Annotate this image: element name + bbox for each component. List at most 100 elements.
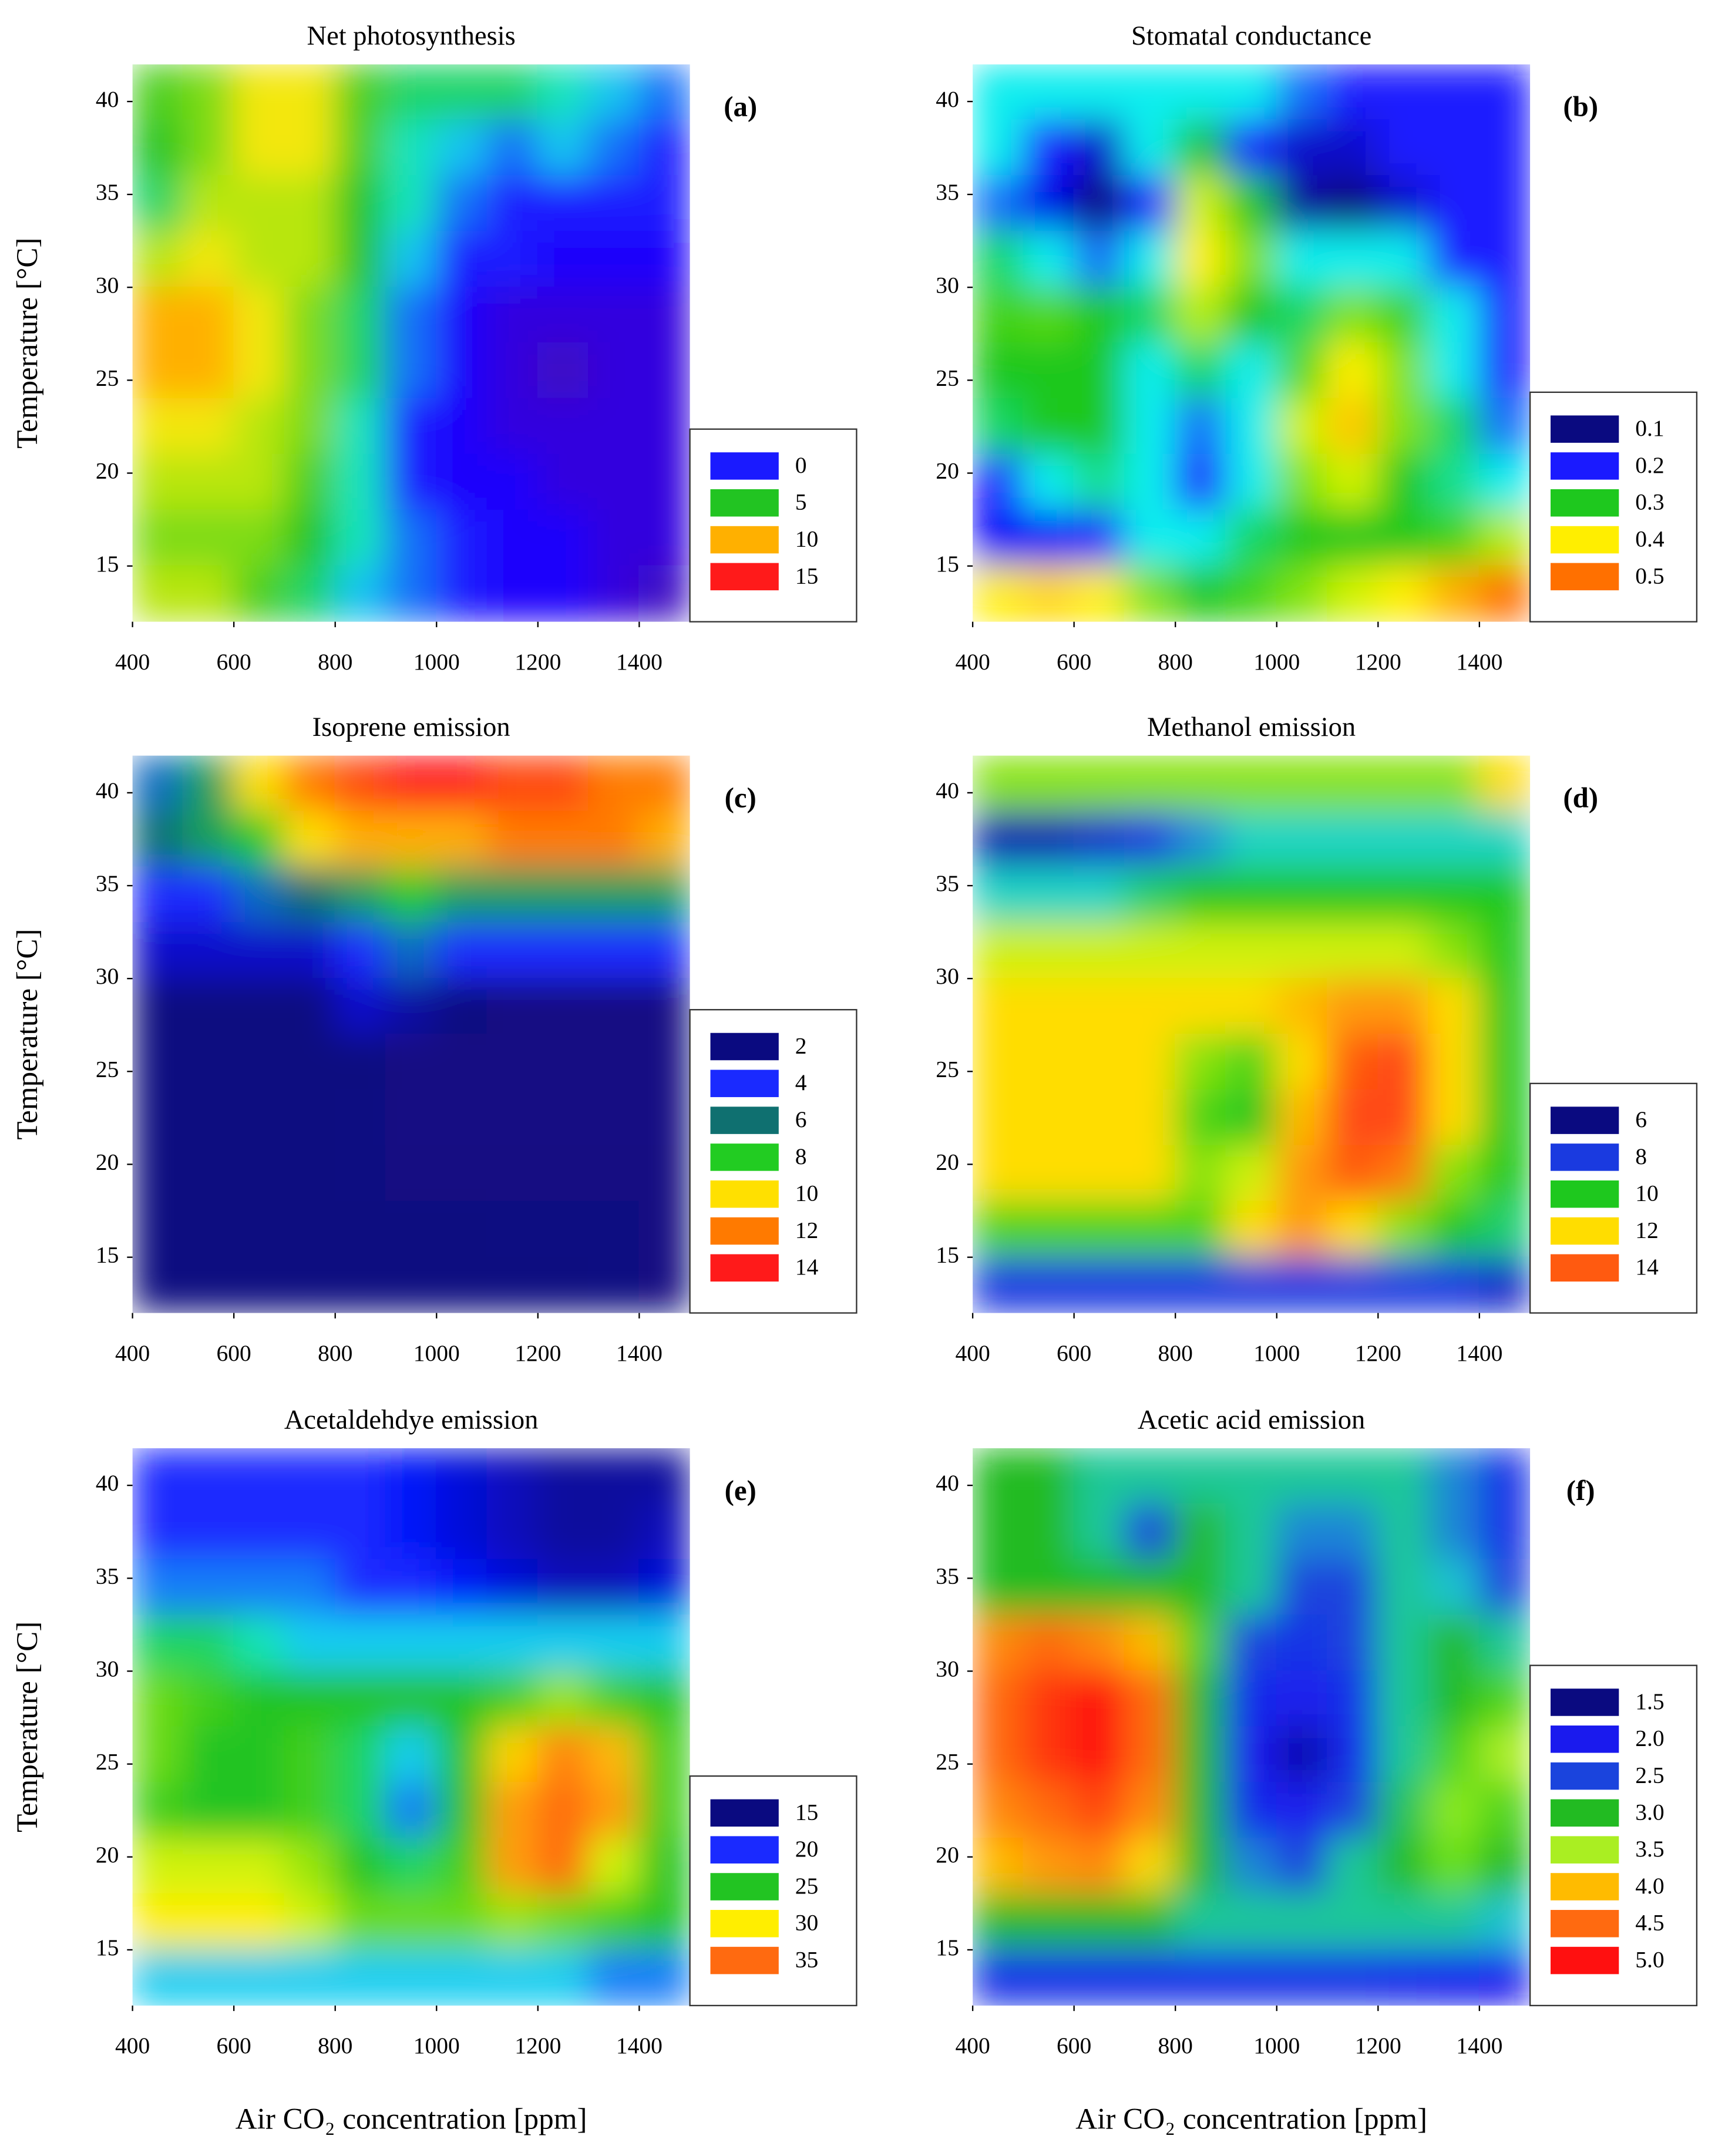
cell (182, 1089, 235, 1147)
cell (1377, 453, 1430, 511)
cell (1175, 287, 1227, 344)
legend-swatch (710, 563, 779, 591)
cell (1326, 1503, 1379, 1560)
cell (334, 1670, 387, 1728)
x-tick-label: 1200 (515, 1340, 561, 1366)
cell (385, 978, 438, 1035)
cell (132, 1145, 184, 1202)
cell (233, 1145, 285, 1202)
cell (1175, 175, 1227, 233)
cell (1023, 1726, 1075, 1784)
cell (385, 1256, 438, 1313)
cell (284, 1837, 336, 1895)
cell (1326, 810, 1379, 868)
cell (436, 64, 488, 121)
cell (1124, 398, 1176, 456)
cell (1225, 1145, 1277, 1202)
cell (1428, 1559, 1480, 1616)
legend-swatch (1550, 1873, 1619, 1901)
legend-swatch (1550, 1946, 1619, 1975)
cell (1175, 1670, 1227, 1728)
legend-label: 2 (795, 1032, 807, 1058)
chart-title: Acetic acid emission (1138, 1405, 1365, 1435)
legend-label: 0.1 (1635, 415, 1664, 441)
cell (1225, 1256, 1277, 1313)
cell (233, 978, 285, 1035)
cell (587, 119, 640, 177)
cell (638, 342, 690, 400)
cell (973, 1782, 1024, 1839)
y-tick-label: 35 (96, 870, 119, 896)
cell (1428, 565, 1480, 622)
cell (233, 1893, 285, 1951)
cell (1023, 810, 1075, 868)
cell (1428, 978, 1480, 1035)
cell (132, 755, 184, 812)
cell (385, 119, 438, 177)
cell (1175, 1615, 1227, 1672)
cell (436, 175, 488, 233)
cell (284, 1670, 336, 1728)
cell (486, 1503, 539, 1560)
cell (537, 1503, 590, 1560)
cell (1225, 231, 1277, 288)
cell (1276, 1256, 1329, 1313)
cell (1023, 755, 1075, 812)
cell (587, 1256, 640, 1313)
cell (233, 1033, 285, 1091)
legend-swatch (710, 452, 779, 480)
cell (284, 1145, 336, 1202)
x-tick-label: 600 (1057, 2033, 1091, 2059)
cell (1023, 398, 1075, 456)
y-tick-label: 40 (936, 86, 959, 112)
cell (1377, 1615, 1430, 1672)
cell (1073, 922, 1126, 980)
x-tick-label: 1000 (413, 1340, 460, 1366)
legend-label: 0.4 (1635, 526, 1665, 551)
y-axis-label: Temperature [°C] (11, 929, 44, 1139)
cell (284, 1256, 336, 1313)
cell (587, 810, 640, 868)
cell (385, 810, 438, 868)
x-tick-label: 1000 (1253, 649, 1300, 675)
panel-label: (c) (725, 782, 756, 814)
legend-label: 15 (795, 1799, 819, 1825)
cell (486, 64, 539, 121)
cell (1023, 453, 1075, 511)
cell (587, 231, 640, 288)
cell (638, 64, 690, 121)
cell (436, 1837, 488, 1895)
cell (1428, 1893, 1480, 1951)
cell (1023, 231, 1075, 288)
cell (1023, 1949, 1075, 2006)
cell (486, 342, 539, 400)
x-tick-label: 1400 (616, 1340, 663, 1366)
cell (182, 866, 235, 924)
cell (233, 1726, 285, 1784)
cell (1225, 978, 1277, 1035)
y-tick-label: 15 (936, 1242, 959, 1268)
cell (486, 231, 539, 288)
cell (1276, 287, 1329, 344)
cell (1023, 1837, 1075, 1895)
cell (385, 922, 438, 980)
cell (1124, 231, 1176, 288)
cell (587, 1670, 640, 1728)
cell (284, 175, 336, 233)
cell (1124, 64, 1176, 121)
cell (436, 1949, 488, 2006)
chart-title: Net photosynthesis (307, 21, 516, 51)
cell (486, 1837, 539, 1895)
cell (385, 1726, 438, 1784)
cell (1023, 287, 1075, 344)
cell (233, 1670, 285, 1728)
cell (486, 866, 539, 924)
cell (638, 866, 690, 924)
cell (334, 287, 387, 344)
cell (436, 1615, 488, 1672)
cell (284, 509, 336, 567)
cell (1377, 810, 1430, 868)
cell (1326, 978, 1379, 1035)
y-tick-label: 25 (96, 1056, 119, 1082)
cell (973, 1893, 1024, 1951)
